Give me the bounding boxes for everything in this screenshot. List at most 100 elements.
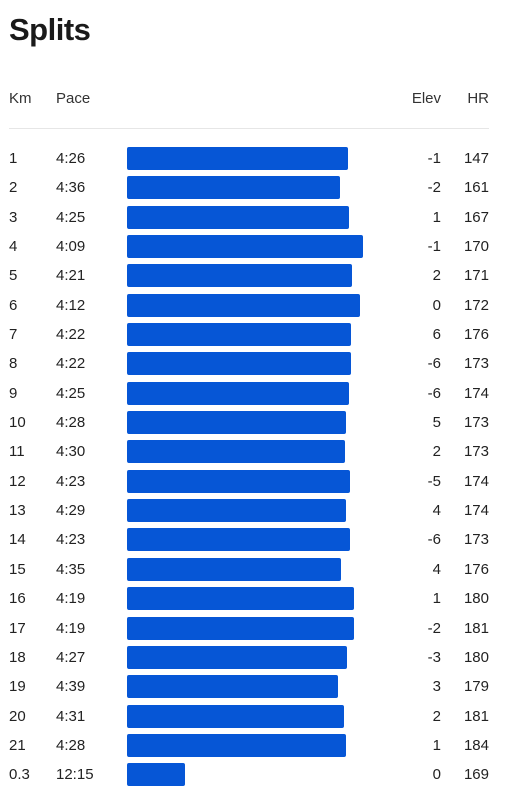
split-row: 20 4:31 2 181 (0, 702, 505, 731)
split-pace: 4:21 (56, 267, 86, 285)
split-heart-rate: 171 (463, 267, 489, 285)
pace-bar (127, 528, 351, 552)
split-pace: 4:35 (56, 560, 86, 578)
pace-bar (127, 293, 361, 317)
split-heart-rate: 181 (463, 619, 489, 637)
pace-bar (127, 147, 348, 170)
split-row: 14 4:23 -6 173 (0, 525, 505, 554)
split-row: 17 4:19 -2 181 (0, 614, 505, 643)
split-pace: 4:27 (56, 648, 86, 666)
split-pace: 4:26 (56, 150, 86, 167)
split-heart-rate: 176 (463, 326, 489, 344)
split-elevation: 1 (432, 590, 441, 608)
splits-list: 1 4:26 -1 147 2 4:36 -2 161 3 4:25 1 167 4 4:09 -1 170 5… (0, 144, 505, 790)
split-pace: 4:25 (56, 208, 86, 226)
split-pace: 4:29 (56, 502, 86, 520)
split-km: 7 (9, 326, 18, 344)
split-heart-rate: 173 (463, 443, 489, 461)
split-km: 17 (9, 619, 26, 637)
split-elevation: 2 (432, 707, 441, 725)
split-km: 8 (9, 355, 18, 373)
split-heart-rate: 173 (463, 414, 489, 432)
split-row: 21 4:28 1 184 (0, 731, 505, 760)
split-heart-rate: 180 (463, 590, 489, 608)
split-km: 10 (9, 414, 26, 432)
split-elevation: -3 (427, 648, 441, 666)
split-heart-rate: 180 (463, 648, 489, 666)
pace-bar (127, 352, 352, 376)
split-elevation: 5 (432, 414, 441, 432)
split-km: 1 (9, 150, 18, 167)
column-header-pace: Pace (56, 90, 91, 107)
split-row: 1 4:26 -1 147 (0, 144, 505, 173)
split-row: 16 4:19 1 180 (0, 584, 505, 613)
split-heart-rate: 173 (463, 355, 489, 373)
split-pace: 4:25 (56, 384, 86, 402)
split-km: 16 (9, 590, 26, 608)
split-pace: 4:23 (56, 472, 86, 490)
split-row: 13 4:29 4 174 (0, 496, 505, 525)
split-row: 4 4:09 -1 170 (0, 232, 505, 261)
split-heart-rate: 172 (463, 296, 489, 314)
column-header-km: Km (9, 90, 32, 107)
split-elevation: 0 (432, 766, 441, 784)
split-elevation: -2 (427, 179, 441, 197)
split-heart-rate: 173 (463, 531, 489, 549)
pace-bar (127, 176, 340, 200)
split-km: 0.3 (9, 766, 30, 784)
split-elevation: 2 (432, 267, 441, 285)
pace-bar (127, 235, 363, 259)
pace-bar (127, 411, 347, 435)
split-heart-rate: 174 (463, 384, 489, 402)
split-elevation: 1 (432, 736, 441, 754)
split-pace: 4:28 (56, 736, 86, 754)
split-row: 2 4:36 -2 161 (0, 173, 505, 202)
split-pace: 4:09 (56, 238, 86, 256)
split-pace: 4:19 (56, 619, 86, 637)
split-heart-rate: 174 (463, 502, 489, 520)
split-km: 5 (9, 267, 18, 285)
split-row: 9 4:25 -6 174 (0, 379, 505, 408)
split-row: 11 4:30 2 173 (0, 437, 505, 466)
split-km: 21 (9, 736, 26, 754)
split-km: 6 (9, 296, 18, 314)
split-row: 8 4:22 -6 173 (0, 349, 505, 378)
split-km: 3 (9, 208, 18, 226)
split-km: 4 (9, 238, 18, 256)
split-row: 12 4:23 -5 174 (0, 467, 505, 496)
pace-bar (127, 675, 338, 699)
split-km: 12 (9, 472, 26, 490)
split-pace: 4:12 (56, 296, 86, 314)
split-pace: 4:30 (56, 443, 86, 461)
split-elevation: 4 (432, 502, 441, 520)
split-elevation: 3 (432, 678, 441, 696)
split-row: 0.3 12:15 0 169 (0, 760, 505, 789)
split-elevation: 6 (432, 326, 441, 344)
split-elevation: -5 (427, 472, 441, 490)
pace-bar (127, 763, 185, 787)
split-heart-rate: 181 (463, 707, 489, 725)
split-row: 18 4:27 -3 180 (0, 643, 505, 672)
pace-bar (127, 323, 352, 347)
split-elevation: -2 (427, 619, 441, 637)
column-header-elev: Elev (411, 90, 441, 107)
split-elevation: -6 (427, 355, 441, 373)
split-pace: 4:23 (56, 531, 86, 549)
split-km: 15 (9, 560, 26, 578)
pace-bar (127, 645, 348, 669)
split-km: 14 (9, 531, 26, 549)
split-km: 11 (9, 443, 25, 461)
split-pace: 4:22 (56, 355, 86, 373)
split-km: 9 (9, 384, 18, 402)
split-row: 5 4:21 2 171 (0, 261, 505, 290)
pace-bar (127, 704, 344, 728)
split-elevation: 4 (432, 560, 441, 578)
split-km: 18 (9, 648, 26, 666)
split-elevation: -1 (427, 150, 441, 167)
split-km: 2 (9, 179, 18, 197)
pace-bar (127, 205, 349, 229)
pace-bar (127, 440, 345, 464)
pace-bar (127, 381, 349, 405)
split-pace: 4:22 (56, 326, 86, 344)
split-row: 3 4:25 1 167 (0, 203, 505, 232)
